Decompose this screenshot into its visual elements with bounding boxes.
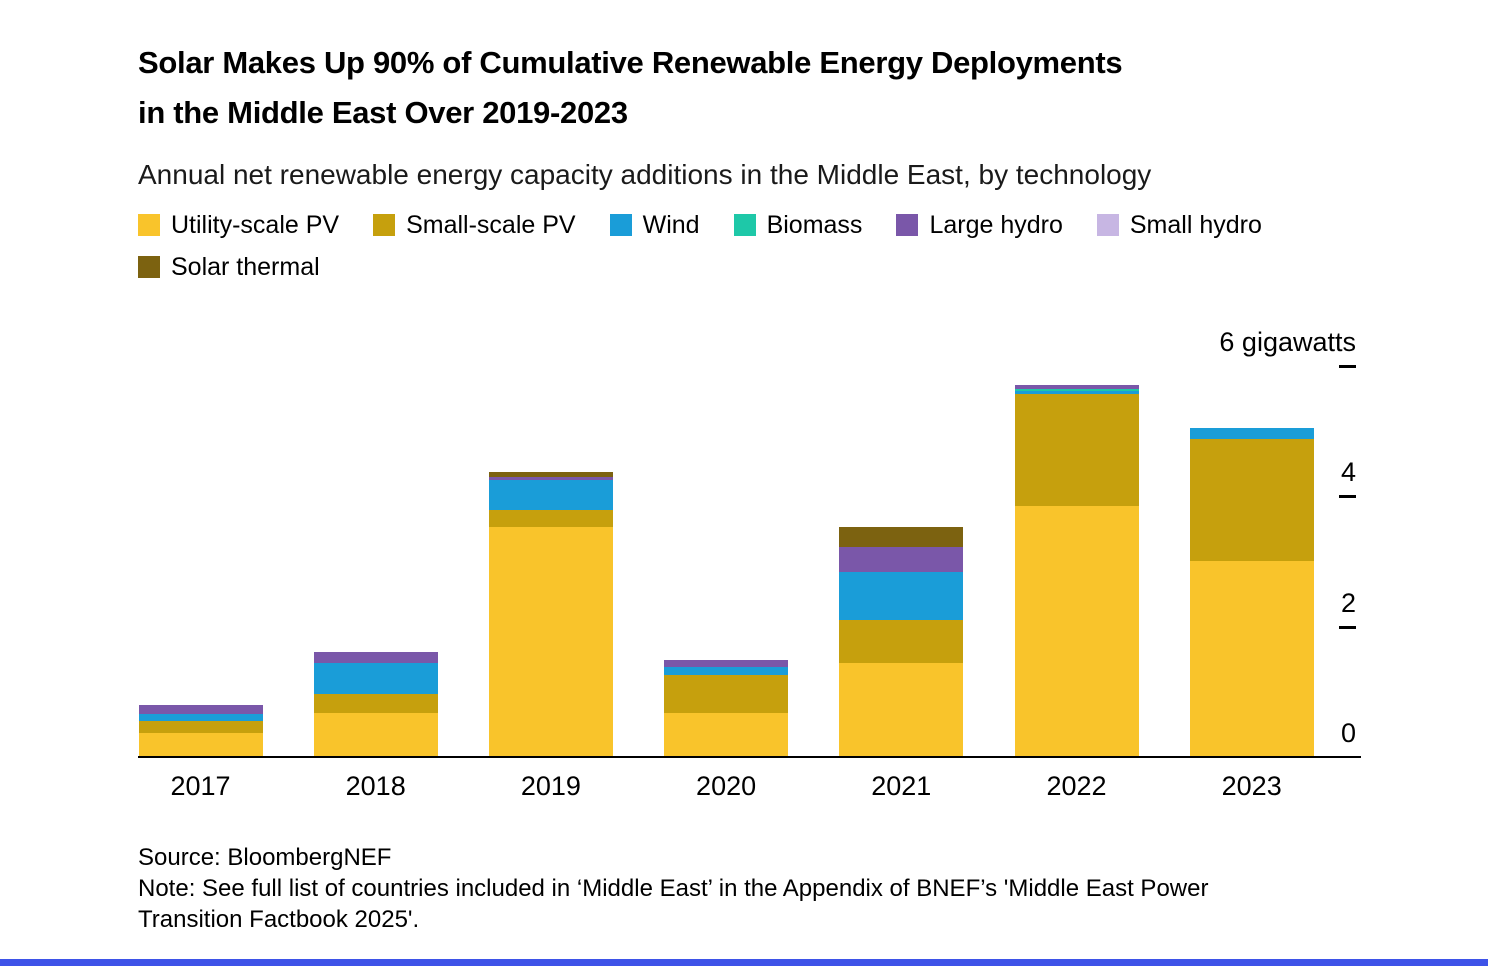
bar-segment xyxy=(138,714,263,722)
y-tick-label: 0 xyxy=(1340,718,1356,748)
legend-item: Large hydro xyxy=(896,210,1063,240)
bar-2017 xyxy=(138,705,263,756)
legend-label: Small-scale PV xyxy=(406,211,576,239)
bar-segment xyxy=(138,705,263,715)
bar-2018 xyxy=(313,651,438,756)
bar-2022 xyxy=(1014,385,1139,756)
bar-segment xyxy=(488,476,613,481)
x-axis-label: 2019 xyxy=(520,771,581,801)
x-axis-label: 2018 xyxy=(345,771,406,801)
bar-segment xyxy=(488,510,613,528)
bar-segment xyxy=(313,712,438,756)
bar-segment xyxy=(664,667,789,676)
x-axis-label: 2022 xyxy=(1046,771,1107,801)
legend-label: Solar thermal xyxy=(171,253,320,281)
bar-segment xyxy=(839,571,964,620)
bar-segment xyxy=(1189,428,1314,440)
legend-item: Wind xyxy=(609,210,700,240)
bar-segment xyxy=(1014,393,1139,507)
x-axis-label: 2021 xyxy=(871,771,932,801)
bar-2020 xyxy=(664,660,789,756)
legend-label: Large hydro xyxy=(929,211,1063,239)
x-axis-label: 2020 xyxy=(696,771,757,801)
legend-item: Small hydro xyxy=(1096,210,1262,240)
legend-label: Small hydro xyxy=(1129,211,1262,239)
plot-area: 6 gigawatts 4 2 0 2017 2018 2019 2020 2021 2022 20… xyxy=(138,320,1368,801)
bar-segment xyxy=(664,675,789,713)
bar-segment xyxy=(839,662,964,756)
legend-swatch-icon xyxy=(1096,214,1119,236)
bar-segment xyxy=(1189,439,1314,562)
y-tick-dash xyxy=(1339,495,1356,499)
legend-swatch-icon xyxy=(896,214,919,236)
bar-segment xyxy=(1014,390,1139,394)
bar-segment xyxy=(664,660,789,668)
y-tick-label: 6 gigawatts xyxy=(1219,326,1356,357)
legend-item: Small-scale PV xyxy=(373,210,576,240)
legend-swatch-icon xyxy=(733,214,756,236)
chart-header: Solar Makes Up 90% of Cumulative Renewab… xyxy=(138,0,1378,282)
bar-segment xyxy=(313,694,438,713)
bar-segment xyxy=(839,546,964,572)
legend-swatch-icon xyxy=(373,214,396,236)
bar-segment xyxy=(1189,561,1314,756)
bar-segment xyxy=(1014,506,1139,756)
legend: Utility-scale PV Small-scale PV Wind Biomas… xyxy=(138,210,1398,282)
note-text: Note: See full list of countries include… xyxy=(138,875,1209,933)
chart-footer: Source: BloombergNEF Note: See full list… xyxy=(138,842,1318,935)
source-text: Source: BloombergNEF xyxy=(138,844,392,871)
bar-segment xyxy=(488,527,613,756)
bar-2021 xyxy=(839,526,964,756)
legend-item: Solar thermal xyxy=(138,252,320,282)
bar-segment xyxy=(313,662,438,695)
x-axis-line xyxy=(138,756,1361,758)
bar-2023 xyxy=(1189,428,1314,756)
y-tick-label: 4 xyxy=(1340,457,1356,488)
bottom-accent-bar xyxy=(0,959,1488,966)
bar-segment xyxy=(1014,385,1139,389)
x-axis-label: 2023 xyxy=(1221,771,1282,801)
legend-label: Wind xyxy=(642,211,700,239)
chart-subtitle: Annual net renewable energy capacity add… xyxy=(138,159,1152,190)
bar-segment xyxy=(664,712,789,756)
bar-segment xyxy=(488,471,613,477)
y-tick-dash xyxy=(1339,625,1356,629)
legend-swatch-icon xyxy=(609,214,632,236)
bar-segment xyxy=(313,651,438,663)
legend-label: Biomass xyxy=(766,211,863,239)
bar-segment xyxy=(839,619,964,663)
y-tick-dash xyxy=(1339,364,1356,368)
y-tick-label: 2 xyxy=(1340,587,1356,618)
chart-title: Solar Makes Up 90% of Cumulative Renewab… xyxy=(138,45,1123,130)
legend-swatch-icon xyxy=(138,256,160,278)
bar-2019 xyxy=(488,471,613,756)
bar-segment xyxy=(1014,388,1139,391)
x-axis-label: 2017 xyxy=(170,771,231,801)
bar-segment xyxy=(138,721,263,734)
legend-swatch-icon xyxy=(138,214,160,236)
bar-segment xyxy=(138,733,263,756)
legend-item: Biomass xyxy=(733,210,863,240)
bar-segment xyxy=(488,480,613,511)
legend-label: Utility-scale PV xyxy=(171,211,340,239)
legend-item: Utility-scale PV xyxy=(138,210,339,240)
bar-segment xyxy=(839,526,964,547)
